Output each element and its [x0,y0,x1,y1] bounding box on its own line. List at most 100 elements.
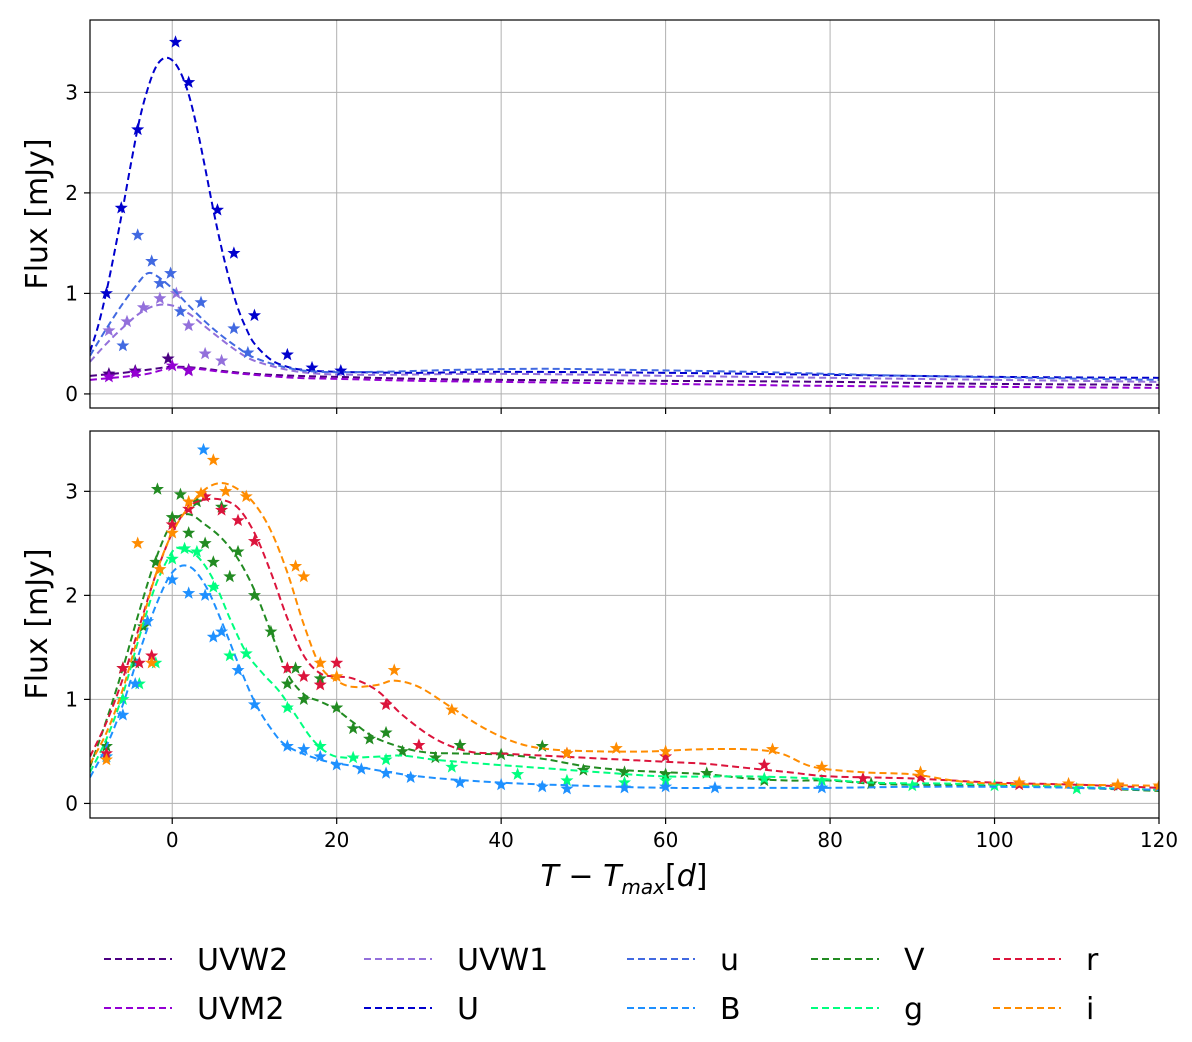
plot-frame [89,19,1160,409]
data-point-b [198,588,212,601]
series-curve-i [90,482,1159,787]
data-point-r [116,661,130,674]
data-point-v [395,744,409,757]
data-point-r [247,534,261,547]
plot-area [90,442,1159,795]
data-point-v [576,763,590,776]
data-point-b [354,762,368,775]
x-axis-label: T − Tmax[d] [541,859,708,899]
data-point-b [313,749,327,763]
data-point-u [173,304,187,318]
data-point-b [330,758,344,771]
x-tick-label: 80 [817,828,842,852]
data-point-r [215,503,229,516]
data-point-b [617,780,632,794]
data-point-u [99,286,113,299]
data-point-v [280,676,294,690]
data-point-i [219,484,233,497]
data-point-b [215,624,229,638]
top-panel-uv-light-curves: 0 1 2 3 [65,19,1160,414]
data-point-b [815,780,829,794]
series-curve-u [90,56,1159,379]
data-point-i [165,526,179,539]
legend-item-g: g [811,992,923,1027]
data-point-i [1012,775,1026,789]
legend-item-uvw1: UVW1 [364,943,548,978]
data-point-u [164,266,178,279]
legend-label: u [720,943,739,978]
data-point-uvw1 [102,323,116,337]
data-point-r [280,661,294,674]
data-point-g [757,771,771,785]
legend-item-i: i [993,992,1094,1027]
data-point-g [379,752,393,766]
data-point-i [239,489,253,503]
data-point-v [223,569,237,583]
data-point-g [313,739,327,752]
data-point-b [404,770,418,783]
data-point-r [412,738,426,751]
legend-label: B [720,992,741,1027]
legend-label: UVW1 [457,943,548,978]
data-point-u [241,345,255,359]
data-point-u [131,122,145,136]
data-point-i [145,656,159,669]
data-point-b [128,676,142,690]
data-point-b [560,782,574,795]
legend: UVW2 UVM2 UVW1 UuB Vg ri [104,943,1099,1027]
data-point-i [914,765,928,778]
data-point-uvw1 [153,291,167,304]
series-curve-uvw2 [90,365,1159,386]
data-point-i [659,744,673,757]
data-point-i [1111,777,1125,791]
legend-item-u: U [364,992,479,1027]
data-point-i [131,536,145,549]
legend-item-uvm2: UVM2 [104,992,284,1027]
data-point-i [99,752,113,766]
data-point-u [227,321,241,335]
y-tick-label: 0 [65,791,78,815]
data-point-u [334,363,348,377]
data-point-u [247,308,261,322]
data-point-v [264,624,278,638]
data-point-v [330,700,344,714]
data-point-uvm2 [128,365,142,379]
data-point-b [297,742,311,755]
bottom-y-axis-label: Flux [mJy] [20,548,55,699]
data-point-v [182,526,196,539]
data-point-g [445,760,459,773]
data-point-uvm2 [102,369,116,383]
data-point-v [198,536,212,549]
data-point-u [114,201,128,214]
y-tick-label: 2 [65,181,78,205]
x-tick-label: 20 [324,828,349,852]
data-point-u [210,203,224,216]
data-point-v [206,555,220,568]
data-point-u [227,246,241,259]
data-point-b [280,739,294,752]
data-point-r [313,677,327,691]
data-point-g [178,541,192,555]
x-tick-label: 0 [166,828,179,852]
data-point-r [379,697,393,711]
data-point-uvm2 [182,363,196,377]
data-point-u [131,228,145,241]
data-point-i [609,741,623,754]
data-point-uvm2 [165,358,179,372]
y-tick-label: 1 [65,281,78,305]
data-point-i [313,656,327,669]
data-point-v [453,738,467,751]
top-y-axis-label: Flux [mJy] [20,138,55,289]
series-curve-uvm2 [90,366,1159,389]
data-point-u [153,276,167,289]
data-point-g [190,544,204,558]
legend-item-r: r [993,943,1099,978]
data-point-b [116,708,130,721]
legend-label: i [1086,992,1094,1027]
data-point-u [305,360,319,374]
data-point-u [280,347,294,361]
data-point-v [617,765,632,778]
data-point-i [194,486,208,499]
data-point-i [206,453,220,466]
